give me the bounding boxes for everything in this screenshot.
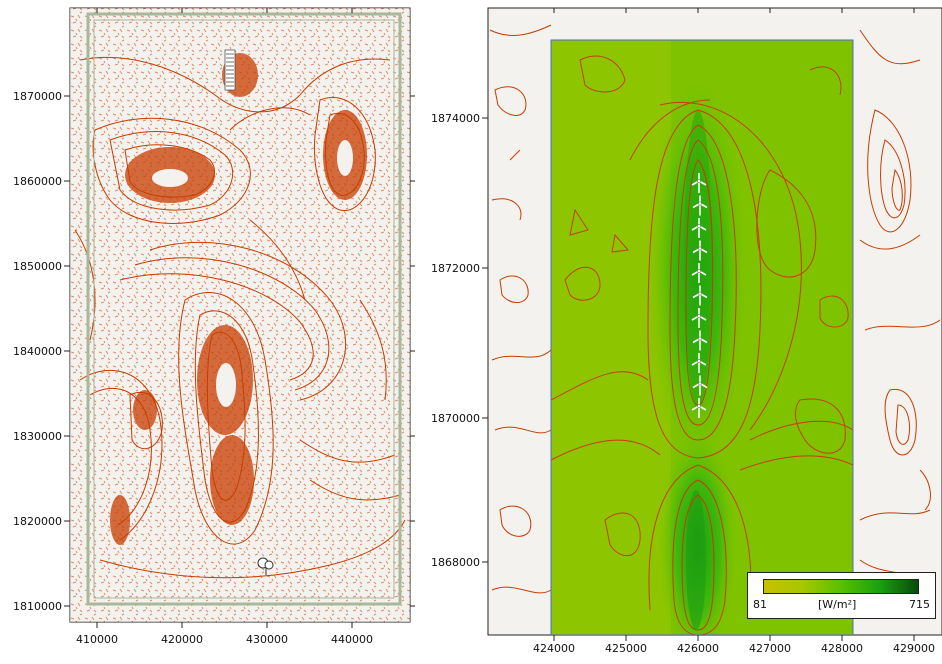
detail-x-tick-label: 428000 bbox=[821, 642, 863, 655]
overview-map[interactable]: 410000 420000 430000 440000 187000018600001… bbox=[0, 0, 415, 659]
overview-y-tick-label: 1820000 bbox=[13, 515, 62, 528]
turbine-cluster-marker[interactable] bbox=[224, 49, 236, 91]
wind-turbine-icon[interactable] bbox=[691, 218, 707, 238]
detail-y-tick-label: 1868000 bbox=[431, 556, 480, 569]
overview-x-tick-label: 440000 bbox=[331, 633, 373, 646]
overview-y-tick-label: 1870000 bbox=[13, 90, 62, 103]
wind-turbine-icon[interactable] bbox=[692, 195, 708, 216]
wind-turbine-icon[interactable] bbox=[691, 173, 707, 193]
overview-y-tick-label: 1860000 bbox=[13, 175, 62, 188]
detail-map-panel: 424000 425000 426000 427000 428000 429000 187… bbox=[420, 0, 942, 659]
overview-y-tick-label: 1830000 bbox=[13, 430, 62, 443]
detail-x-tick-label: 429000 bbox=[893, 642, 935, 655]
overview-x-tick-label: 420000 bbox=[161, 633, 203, 646]
detail-y-tick-label: 1874000 bbox=[431, 112, 480, 125]
wind-turbine-icon[interactable] bbox=[691, 353, 707, 373]
legend-max-value: 715 bbox=[909, 598, 930, 611]
wind-turbine-icon[interactable] bbox=[692, 285, 708, 306]
domain-boundary-inner bbox=[93, 19, 395, 599]
overview-y-tick-label: 1810000 bbox=[13, 600, 62, 613]
domain-boundary bbox=[86, 12, 402, 606]
overview-x-tick-label: 430000 bbox=[246, 633, 288, 646]
wind-turbine-icon[interactable] bbox=[692, 375, 708, 396]
detail-y-tick-label: 1870000 bbox=[431, 412, 480, 425]
detail-y-tick-label: 1872000 bbox=[431, 262, 480, 275]
wind-turbine-icon[interactable] bbox=[692, 240, 708, 261]
calculation-area-border bbox=[550, 39, 854, 635]
overview-x-axis: 410000 420000 430000 440000 bbox=[76, 8, 373, 646]
detail-x-tick-label: 424000 bbox=[533, 642, 575, 655]
legend-color-bar bbox=[763, 579, 919, 594]
terrain-contours bbox=[70, 8, 410, 622]
overview-y-tick-label: 1850000 bbox=[13, 260, 62, 273]
detail-x-tick-label: 425000 bbox=[605, 642, 647, 655]
color-legend: 81 [W/m²] 715 bbox=[747, 572, 936, 619]
overview-y-tick-label: 1840000 bbox=[13, 345, 62, 358]
legend-unit: [W/m²] bbox=[818, 598, 857, 611]
overview-map-panel: 410000 420000 430000 440000 1870000 1860000 1… bbox=[0, 0, 415, 659]
wind-turbine-icon[interactable] bbox=[692, 330, 708, 351]
overview-y-axis: 1870000 1860000 1850000 1840000 1830000 18200… bbox=[13, 90, 415, 613]
wind-turbine-icon[interactable] bbox=[691, 398, 707, 418]
wind-turbine-icon[interactable] bbox=[691, 308, 707, 328]
detail-x-tick-label: 426000 bbox=[677, 642, 719, 655]
detail-x-axis: 424000 425000 426000 427000 428000 429000 bbox=[533, 8, 935, 655]
resource-contours bbox=[489, 24, 941, 635]
turbine-layout bbox=[691, 173, 708, 418]
detail-map[interactable]: 424000 425000 426000 427000 428000 429000 187… bbox=[420, 0, 942, 659]
wind-turbine-icon[interactable] bbox=[691, 263, 707, 283]
detail-x-tick-label: 427000 bbox=[749, 642, 791, 655]
detail-y-axis: 1874000 1872000 1870000 1868000 bbox=[431, 112, 488, 569]
overview-x-tick-label: 410000 bbox=[76, 633, 118, 646]
legend-min-value: 81 bbox=[753, 598, 767, 611]
met-mast-icon[interactable] bbox=[257, 557, 274, 575]
